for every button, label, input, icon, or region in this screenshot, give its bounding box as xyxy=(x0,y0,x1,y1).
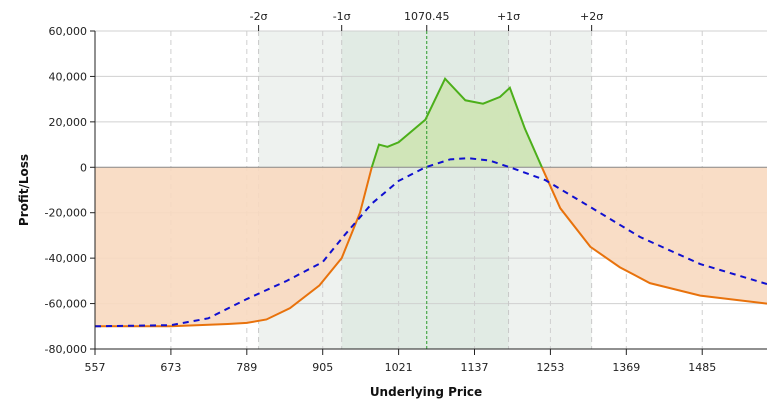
y-tick-label: -60,000 xyxy=(45,298,87,311)
sigma-bands xyxy=(258,31,592,349)
x-tick-label: 1253 xyxy=(536,361,564,374)
loss-area xyxy=(95,78,767,327)
y-tick-label: -80,000 xyxy=(45,343,87,356)
x-tick-label: 1021 xyxy=(385,361,413,374)
y-axis-title: Profit/Loss xyxy=(17,154,31,226)
today-line xyxy=(95,157,767,328)
y-tick-label: 40,000 xyxy=(49,70,88,83)
x-axis-title: Underlying Price xyxy=(370,385,482,399)
sigma-label: 1070.45 xyxy=(404,10,450,23)
axes: 60,000 40,000 20,000 0 -20,000 -40,000 -60,000… xyxy=(45,10,767,374)
pl-fills xyxy=(95,78,767,327)
y-tick-label: 60,000 xyxy=(49,25,88,38)
sigma-label: +2σ xyxy=(580,10,603,23)
x-tick-label: 1369 xyxy=(612,361,640,374)
x-tick-label: 1137 xyxy=(461,361,489,374)
series-lines xyxy=(95,31,767,349)
band-1sigma xyxy=(341,31,509,349)
y-tick-label: 0 xyxy=(80,161,87,174)
sigma-label: -2σ xyxy=(250,10,268,23)
y-tick-label: -20,000 xyxy=(45,207,87,220)
y-tick-label: 20,000 xyxy=(49,116,88,129)
profit-area xyxy=(95,78,767,168)
expiration-line-profit xyxy=(370,76,544,168)
y-tick-label: -40,000 xyxy=(45,252,87,265)
sigma-label: +1σ xyxy=(497,10,520,23)
x-tick-label: 1485 xyxy=(688,361,716,374)
expiration-line-loss xyxy=(95,167,767,328)
sigma-label: -1σ xyxy=(333,10,351,23)
x-tick-label: 673 xyxy=(160,361,181,374)
x-tick-label: 905 xyxy=(312,361,333,374)
x-tick-label: 789 xyxy=(236,361,257,374)
x-tick-label: 557 xyxy=(85,361,106,374)
